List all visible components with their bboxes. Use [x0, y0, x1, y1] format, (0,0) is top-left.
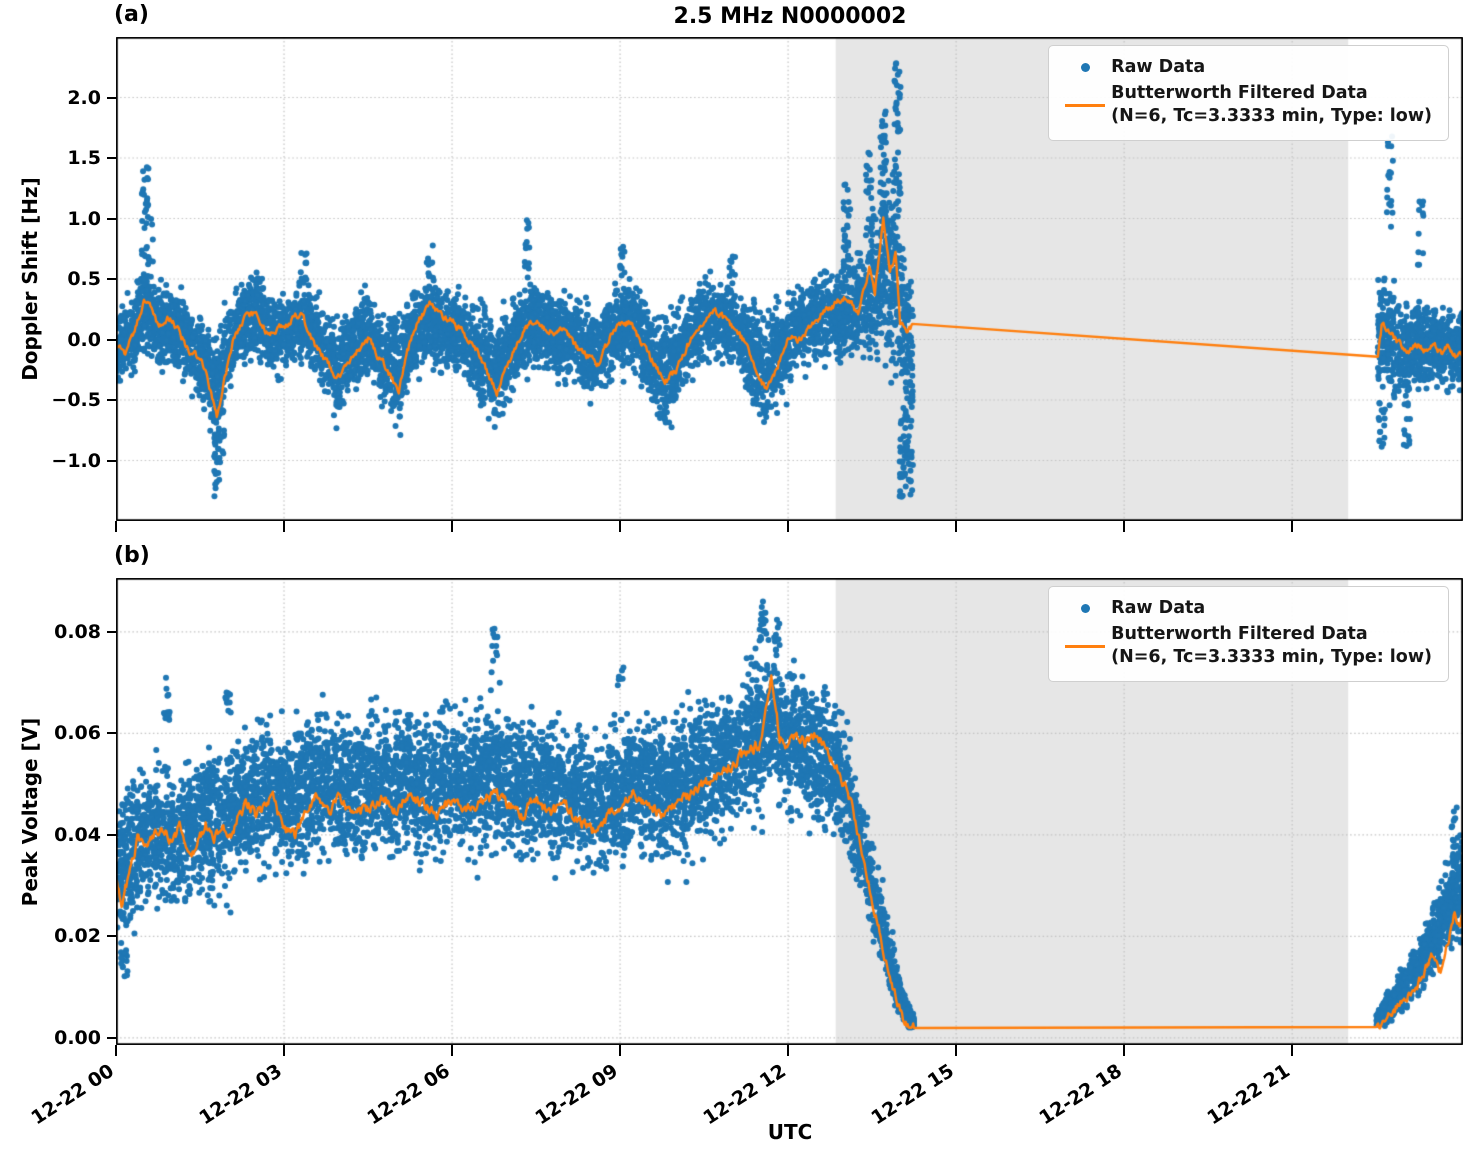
x-tick-mark [451, 1045, 454, 1056]
y-tick-mark [107, 833, 116, 836]
raw-data-dot-icon [1059, 604, 1111, 614]
y-tick-mark [107, 935, 116, 938]
figure-title: 2.5 MHz N0000002 [673, 4, 907, 29]
x-tick-label: 12-22 12 [699, 1059, 791, 1130]
y-tick-mark [107, 217, 116, 220]
x-tick-mark [787, 1045, 790, 1056]
legend-filtered-label: Butterworth Filtered Data (N=6, Tc=3.333… [1111, 624, 1432, 668]
panel-a-legend: Raw Data Butterworth Filtered Data (N=6,… [1048, 45, 1449, 142]
y-tick-label: 0.00 [54, 1026, 101, 1049]
x-tick-label: 12-22 03 [195, 1059, 287, 1130]
x-tick-mark [115, 1045, 117, 1056]
x-tick-label: 12-22 06 [363, 1059, 455, 1130]
x-tick-label: 12-22 09 [531, 1059, 623, 1130]
x-tick-label: 12-22 18 [1035, 1059, 1127, 1130]
y-tick-label: 0.06 [54, 722, 101, 745]
legend-raw-label: Raw Data [1111, 598, 1206, 618]
x-tick-mark [451, 521, 454, 532]
x-axis-label: UTC [767, 1120, 813, 1144]
filtered-line-icon [1059, 644, 1111, 648]
y-tick-mark [107, 732, 116, 735]
x-tick-mark [787, 521, 790, 532]
x-tick-mark [115, 521, 117, 532]
x-tick-mark [619, 521, 622, 532]
y-tick-mark [107, 278, 116, 280]
x-tick-mark [1291, 521, 1294, 532]
legend-entry-raw: Raw Data [1059, 597, 1432, 620]
panel-b-label: (b) [114, 543, 150, 568]
y-tick-mark [107, 630, 116, 633]
x-tick-label: 12-22 15 [867, 1059, 959, 1130]
y-tick-mark [107, 459, 116, 462]
panel-b-ylabel: Peak Voltage [V] [18, 717, 42, 907]
y-tick-mark [107, 1036, 116, 1039]
legend-raw-label: Raw Data [1111, 57, 1206, 77]
x-tick-mark [955, 521, 958, 532]
x-tick-mark [1291, 1045, 1294, 1056]
panel-a-label: (a) [114, 2, 149, 27]
x-tick-mark [955, 1045, 958, 1056]
y-tick-mark [107, 96, 116, 99]
panel-b-axes: Raw Data Butterworth Filtered Data (N=6,… [116, 578, 1463, 1045]
x-tick-mark [1123, 521, 1126, 532]
y-tick-label: 2.0 [67, 86, 101, 109]
x-tick-mark [283, 521, 286, 532]
raw-data-dot-icon [1059, 63, 1111, 73]
y-tick-label: 1.0 [67, 207, 101, 230]
panel-b-legend: Raw Data Butterworth Filtered Data (N=6,… [1048, 586, 1449, 683]
y-tick-label: −1.0 [51, 449, 101, 472]
filtered-line-icon [1059, 103, 1111, 107]
legend-entry-raw: Raw Data [1059, 56, 1432, 79]
y-tick-label: 0.0 [67, 328, 101, 351]
x-tick-label: 12-22 21 [1203, 1059, 1295, 1130]
legend-entry-filtered: Butterworth Filtered Data (N=6, Tc=3.333… [1059, 623, 1432, 669]
panel-a-axes: Raw Data Butterworth Filtered Data (N=6,… [116, 37, 1463, 521]
y-tick-mark [107, 338, 116, 341]
y-tick-label: 0.08 [54, 620, 101, 643]
x-tick-mark [283, 1045, 286, 1056]
y-tick-mark [107, 399, 116, 401]
y-tick-label: 0.04 [54, 823, 101, 846]
x-tick-mark [619, 1045, 622, 1056]
legend-filtered-label: Butterworth Filtered Data (N=6, Tc=3.333… [1111, 83, 1432, 127]
x-tick-mark [1123, 1045, 1126, 1056]
y-tick-label: 0.02 [54, 925, 101, 948]
y-tick-label: −0.5 [51, 389, 101, 411]
x-tick-label: 12-22 00 [27, 1059, 118, 1130]
y-tick-mark [107, 157, 116, 159]
legend-entry-filtered: Butterworth Filtered Data (N=6, Tc=3.333… [1059, 82, 1432, 128]
y-tick-label: 0.5 [67, 268, 101, 290]
y-tick-label: 1.5 [67, 147, 101, 169]
